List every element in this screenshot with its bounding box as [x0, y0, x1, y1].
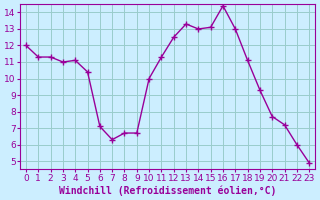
X-axis label: Windchill (Refroidissement éolien,°C): Windchill (Refroidissement éolien,°C) — [59, 185, 276, 196]
